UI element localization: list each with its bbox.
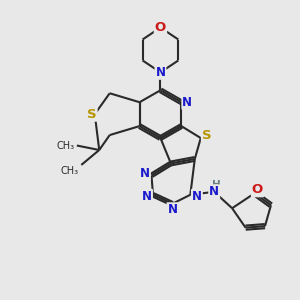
Text: N: N xyxy=(209,185,219,198)
Text: S: S xyxy=(202,129,211,142)
Text: N: N xyxy=(142,190,152,203)
Text: N: N xyxy=(192,190,202,203)
Text: O: O xyxy=(155,21,166,34)
Text: CH₃: CH₃ xyxy=(56,140,74,151)
Text: N: N xyxy=(182,96,192,109)
Text: CH₃: CH₃ xyxy=(61,167,79,176)
Text: N: N xyxy=(167,203,177,216)
Text: O: O xyxy=(252,183,263,196)
Text: N: N xyxy=(155,66,166,79)
Text: S: S xyxy=(87,108,97,121)
Text: N: N xyxy=(140,167,150,180)
Text: H: H xyxy=(212,180,221,190)
